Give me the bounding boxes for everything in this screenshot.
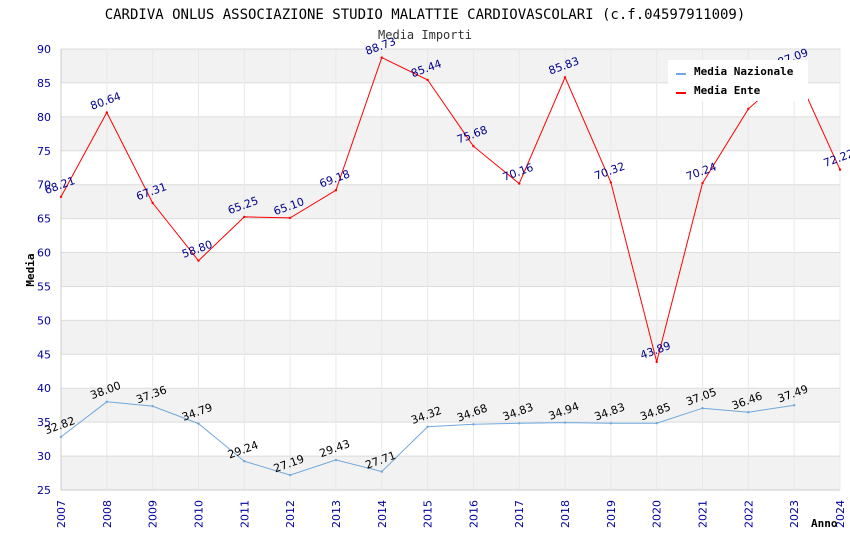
data-point [105, 400, 109, 403]
data-point [609, 181, 613, 184]
y-tick-label: 55 [37, 280, 51, 293]
x-tick-label: 2020 [651, 500, 664, 528]
y-tick-label: 40 [37, 382, 51, 395]
x-tick-label: 2008 [101, 500, 114, 528]
data-label: 80.64 [89, 90, 123, 113]
x-tick-label: 2015 [422, 500, 435, 528]
data-point [701, 181, 704, 185]
x-tick-label: 2012 [284, 500, 297, 528]
background-band [61, 116, 840, 151]
y-tick-label: 35 [37, 416, 51, 429]
x-tick-label: 2017 [513, 500, 526, 528]
x-tick-label: 2013 [330, 500, 343, 528]
data-point [518, 182, 521, 185]
y-tick-label: 30 [37, 450, 51, 463]
data-point [472, 144, 475, 148]
chart-title: CARDIVA ONLUS ASSOCIAZIONE STUDIO MALATT… [105, 7, 746, 23]
data-label: 70.16 [501, 161, 535, 184]
data-point [380, 56, 383, 59]
legend-background [668, 60, 808, 101]
data-point [243, 215, 246, 219]
data-label: 70.24 [684, 160, 718, 183]
x-tick-label: 2019 [605, 500, 618, 528]
data-point [747, 411, 750, 414]
data-point [563, 76, 567, 79]
y-tick-label: 25 [37, 484, 51, 497]
y-axis-ticks: 25 30 35 40 45 50 55 60 65 70 75 80 85 90 [37, 43, 51, 497]
background-band [61, 184, 840, 219]
y-tick-label: 75 [37, 145, 51, 158]
data-point [151, 201, 154, 205]
data-point [105, 111, 109, 114]
data-point [655, 360, 658, 364]
data-point [426, 425, 429, 428]
y-tick-label: 85 [37, 77, 51, 90]
data-point [197, 422, 200, 425]
x-tick-label: 2022 [742, 500, 755, 528]
y-tick-label: 65 [37, 213, 51, 226]
data-point [59, 435, 63, 439]
y-tick-label: 45 [37, 348, 51, 361]
data-point [609, 422, 613, 425]
background-band [61, 320, 840, 355]
data-point [334, 458, 338, 462]
x-tick-label: 2010 [192, 500, 205, 528]
legend-label-media-ente: Media Ente [694, 84, 761, 97]
data-point [518, 422, 521, 425]
data-point [288, 473, 292, 477]
x-tick-label: 2016 [467, 500, 480, 528]
x-tick-label: 2011 [238, 500, 251, 528]
data-point [334, 189, 338, 192]
y-tick-label: 70 [37, 179, 51, 192]
legend-label-media-nazionale: Media Nazionale [694, 65, 794, 78]
x-tick-label: 2018 [559, 500, 572, 528]
legend: Media Nazionale Media Ente [668, 60, 808, 101]
y-tick-label: 90 [37, 43, 51, 56]
data-point [380, 470, 383, 473]
data-point [655, 421, 658, 425]
data-point [747, 107, 750, 110]
data-point [472, 423, 475, 426]
data-point [288, 216, 292, 220]
background-band [61, 252, 840, 287]
chart-subtitle: Media Importi [378, 28, 472, 42]
x-axis-ticks: 2007 2008 2009 2010 2011 2012 2013 2014 2015 2016… [55, 500, 847, 528]
x-tick-label: 2021 [697, 500, 710, 528]
background-band [61, 388, 840, 423]
x-tick-label: 2024 [834, 500, 847, 528]
data-point [197, 259, 200, 262]
data-point [59, 195, 63, 199]
x-tick-label: 2009 [147, 500, 160, 528]
data-point [792, 404, 796, 407]
series-line-media-ente [60, 56, 841, 362]
data-point [426, 78, 429, 82]
y-tick-label: 50 [37, 314, 51, 327]
x-tick-label: 2023 [788, 500, 801, 528]
series-layer [59, 56, 842, 477]
background-bands [61, 49, 840, 490]
x-axis-label: Anno [811, 517, 838, 530]
data-point [838, 168, 842, 171]
y-axis-label: Media [24, 253, 37, 286]
data-point [701, 407, 704, 410]
data-point [151, 404, 154, 408]
x-tick-label: 2007 [55, 500, 68, 528]
data-point [243, 460, 246, 463]
x-tick-label: 2014 [376, 500, 389, 528]
y-tick-label: 80 [37, 111, 51, 124]
background-band [61, 456, 840, 490]
y-tick-label: 60 [37, 247, 51, 260]
data-point [563, 421, 567, 424]
